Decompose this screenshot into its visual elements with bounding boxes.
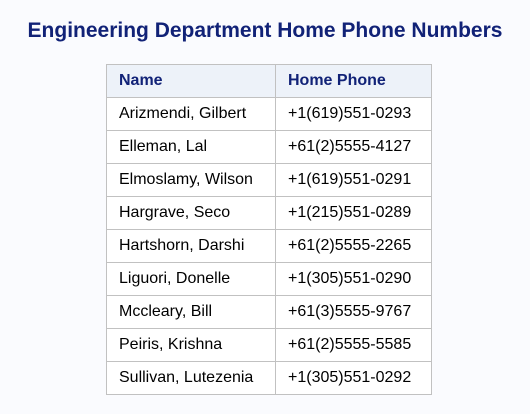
- phone-cell: +1(305)551-0292: [275, 361, 432, 395]
- table-header: Name Home Phone: [106, 64, 432, 98]
- phone-table: Name Home Phone Arizmendi, Gilbert +1(61…: [106, 64, 432, 395]
- table-row: Elmoslamy, Wilson +1(619)551-0291: [106, 163, 432, 197]
- phone-cell: +1(619)551-0291: [275, 163, 432, 197]
- table-body: Arizmendi, Gilbert +1(619)551-0293 Ellem…: [106, 97, 432, 395]
- table-row: Mccleary, Bill +61(3)5555-9767: [106, 295, 432, 329]
- table-row: Hartshorn, Darshi +61(2)5555-2265: [106, 229, 432, 263]
- table-row: Sullivan, Lutezenia +1(305)551-0292: [106, 361, 432, 395]
- name-cell: Sullivan, Lutezenia: [106, 361, 276, 395]
- name-cell: Elmoslamy, Wilson: [106, 163, 276, 197]
- phone-cell: +61(2)5555-5585: [275, 328, 432, 362]
- table-row: Liguori, Donelle +1(305)551-0290: [106, 262, 432, 296]
- column-header-name: Name: [106, 64, 276, 98]
- header-row: Name Home Phone: [106, 64, 432, 98]
- name-cell: Hargrave, Seco: [106, 196, 276, 230]
- name-cell: Hartshorn, Darshi: [106, 229, 276, 263]
- phone-cell: +1(619)551-0293: [275, 97, 432, 131]
- phone-cell: +1(215)551-0289: [275, 196, 432, 230]
- phone-cell: +61(2)5555-4127: [275, 130, 432, 164]
- name-cell: Arizmendi, Gilbert: [106, 97, 276, 131]
- name-cell: Mccleary, Bill: [106, 295, 276, 329]
- phone-cell: +61(2)5555-2265: [275, 229, 432, 263]
- phone-cell: +1(305)551-0290: [275, 262, 432, 296]
- table-row: Peiris, Krishna +61(2)5555-5585: [106, 328, 432, 362]
- name-cell: Elleman, Lal: [106, 130, 276, 164]
- table-row: Elleman, Lal +61(2)5555-4127: [106, 130, 432, 164]
- phone-cell: +61(3)5555-9767: [275, 295, 432, 329]
- table-row: Hargrave, Seco +1(215)551-0289: [106, 196, 432, 230]
- page-title: Engineering Department Home Phone Number…: [27, 19, 503, 42]
- table-row: Arizmendi, Gilbert +1(619)551-0293: [106, 97, 432, 131]
- column-header-home-phone: Home Phone: [275, 64, 432, 98]
- name-cell: Liguori, Donelle: [106, 262, 276, 296]
- name-cell: Peiris, Krishna: [106, 328, 276, 362]
